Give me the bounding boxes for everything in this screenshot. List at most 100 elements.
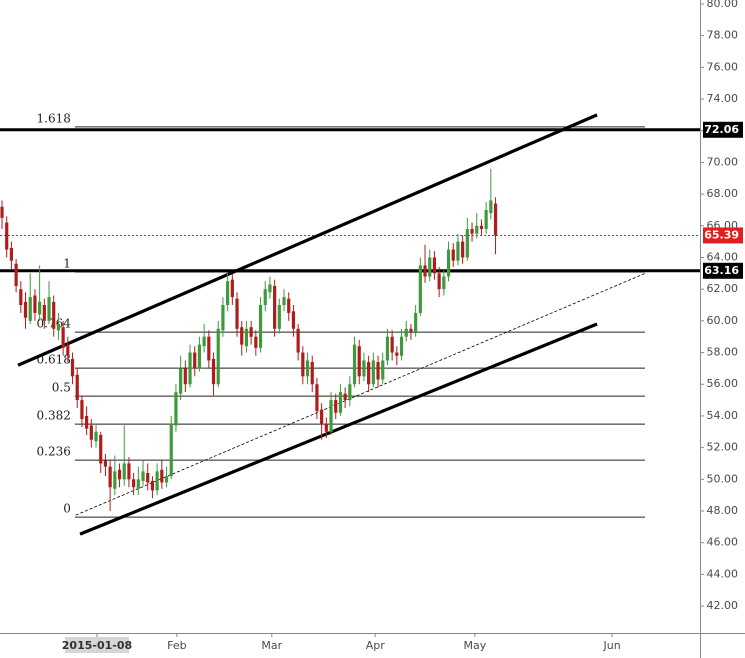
trend-line	[79, 322, 598, 536]
candle-body	[461, 241, 465, 258]
fib-label: 0.5	[52, 381, 71, 395]
candle-body	[414, 312, 418, 332]
candle-body	[207, 336, 211, 361]
candle-body	[268, 284, 272, 293]
price-label: 63.16	[704, 264, 739, 277]
y-tick-label: 48.00	[707, 504, 739, 517]
candle-body	[52, 301, 56, 329]
candle-body	[117, 469, 122, 480]
candle-body	[385, 336, 390, 361]
x-tick-label: 2015-01-08	[62, 639, 132, 652]
candle-body	[136, 479, 140, 489]
candle-body	[254, 336, 258, 348]
candle-body	[5, 222, 9, 250]
y-tick-label: 56.00	[707, 377, 739, 390]
candle-body	[489, 200, 493, 214]
candle-body	[47, 297, 51, 321]
candle-body	[66, 344, 70, 356]
y-tick-label: 42.00	[707, 599, 739, 612]
y-tick-label: 44.00	[707, 567, 739, 580]
candle-body	[108, 466, 112, 488]
candle-body	[188, 352, 192, 385]
candle-body	[287, 298, 291, 313]
candle-body	[9, 247, 14, 261]
candle-body	[146, 472, 150, 483]
candle-body	[334, 400, 338, 413]
candle-body	[418, 265, 422, 313]
candle-body	[216, 328, 220, 385]
y-tick-label: 70.00	[707, 155, 739, 168]
y-tick-label: 58.00	[707, 346, 739, 359]
candle-body	[211, 358, 216, 385]
candle-body	[273, 285, 277, 329]
candle-body	[75, 374, 79, 401]
candle-body	[19, 289, 23, 306]
candle-body	[404, 328, 408, 337]
candle-body	[437, 273, 441, 290]
candle-body	[150, 480, 155, 491]
candle-body	[155, 471, 159, 491]
candle-body	[235, 298, 239, 329]
candle-body	[249, 327, 253, 337]
candle-body	[315, 384, 319, 412]
candle-body	[23, 301, 28, 318]
candle-body	[282, 297, 286, 306]
candle-body	[258, 305, 263, 348]
candle-body	[122, 463, 126, 480]
candle-body	[395, 352, 399, 356]
candle-body	[348, 384, 352, 401]
candle-body	[85, 415, 89, 429]
candle-body	[432, 257, 437, 274]
candle-body	[141, 471, 145, 481]
fib-label: 1.618	[37, 111, 71, 125]
candle-body	[399, 336, 404, 356]
candle-body	[226, 281, 230, 306]
trend-line	[75, 272, 647, 516]
candle-body	[493, 203, 498, 236]
candle-body	[367, 362, 371, 385]
price-label-box	[703, 121, 743, 138]
y-tick-label: 78.00	[707, 29, 739, 42]
axes: 80.0078.0076.0074.0072.0070.0068.0066.00…	[62, 0, 743, 653]
candle-body	[296, 328, 300, 353]
y-tick-label: 68.00	[707, 187, 739, 200]
candle-body	[132, 479, 136, 488]
candle-body	[428, 257, 432, 277]
candle-body	[0, 206, 4, 218]
fib-label: 0.382	[37, 409, 71, 423]
y-tick-label: 50.00	[707, 472, 739, 485]
candle-body	[127, 463, 131, 480]
candle-body	[324, 423, 328, 432]
candle-body	[183, 368, 187, 385]
candle-body	[221, 305, 225, 331]
candle-body	[33, 295, 37, 313]
x-tick-label: Jun	[603, 639, 621, 652]
price-label: 65.39	[704, 228, 739, 241]
candle-body	[338, 392, 343, 413]
candle-body	[80, 400, 84, 420]
candle-body	[244, 328, 249, 347]
fib-label: 1	[63, 257, 71, 271]
candle-body	[456, 241, 460, 261]
candle-body	[169, 423, 173, 477]
candle-body	[70, 358, 75, 377]
x-tick-highlight	[64, 637, 129, 653]
candle-body	[179, 368, 183, 394]
candle-body	[451, 249, 455, 261]
candle-body	[193, 352, 197, 369]
candle-body	[423, 265, 427, 277]
candle-body	[465, 228, 469, 258]
candle-body	[174, 392, 178, 426]
candle-body	[352, 344, 357, 385]
candle-body	[442, 276, 446, 290]
y-tick-label: 80.00	[707, 0, 739, 10]
candle-body	[371, 360, 375, 385]
y-tick-label: 62.00	[707, 282, 739, 295]
candle-body	[197, 344, 202, 369]
price-label: 72.06	[704, 123, 739, 136]
candle-body	[381, 360, 385, 380]
candle-body	[409, 328, 413, 332]
candle-body	[94, 431, 98, 442]
candle-body	[475, 225, 479, 234]
candle-body	[99, 434, 103, 464]
